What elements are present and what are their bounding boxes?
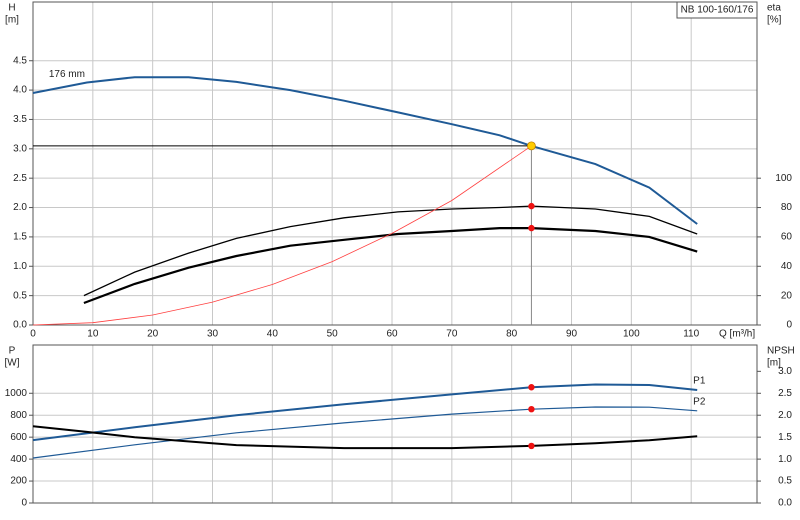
series-line — [83, 227, 698, 305]
operating-point — [528, 202, 535, 210]
chart-title: NB 100-160/176 — [681, 5, 754, 16]
y-tick-label: 1.5 — [13, 232, 27, 243]
y-tick-label: 400 — [10, 454, 27, 465]
y2-tick-label: 0.0 — [778, 498, 792, 509]
series-line — [83, 205, 698, 297]
y2-tick-label: 80 — [781, 202, 793, 213]
y2-tick-label: 40 — [781, 261, 793, 272]
y2-tick-label: 60 — [781, 232, 793, 243]
x-tick-label: 50 — [327, 329, 339, 340]
series-line — [32, 145, 532, 326]
x-tick-label: 110 — [683, 329, 699, 340]
x-tick-label: 100 — [623, 329, 640, 340]
x-tick-label: 20 — [147, 329, 159, 340]
y2-tick-label: 0 — [786, 320, 792, 331]
y2-tick-label: 3.0 — [778, 366, 792, 377]
series-line — [32, 76, 698, 225]
operating-point — [528, 224, 535, 232]
y-axis-label: H — [8, 3, 15, 14]
series-line — [32, 383, 698, 442]
y-tick-label: 3.0 — [13, 143, 27, 154]
x-tick-label: 40 — [267, 329, 279, 340]
y-tick-label: 4.0 — [13, 85, 27, 96]
y2-axis-label: NPSH — [767, 346, 795, 357]
y2-tick-label: 2.5 — [778, 388, 792, 399]
y-axis-label: P — [9, 346, 16, 357]
y-tick-label: 3.5 — [13, 114, 27, 125]
plot-frame — [32, 344, 758, 504]
plot-frame — [32, 1, 758, 326]
y-tick-label: 200 — [10, 476, 27, 487]
y2-tick-label: 2.0 — [778, 410, 792, 421]
y-tick-label: 0.0 — [13, 320, 27, 331]
operating-point — [528, 384, 535, 391]
y-axis-unit: [W] — [5, 358, 20, 369]
y2-axis-unit: [%] — [767, 15, 782, 26]
duty-point — [527, 141, 536, 151]
y2-tick-label: 100 — [775, 173, 792, 184]
y-tick-label: 0 — [21, 498, 27, 509]
x-tick-label: 60 — [386, 329, 398, 340]
series-label: 176 mm — [49, 69, 85, 80]
series-line — [32, 406, 698, 459]
x-axis-label: Q [m³/h] — [719, 329, 755, 340]
x-tick-label: 10 — [87, 329, 99, 340]
y2-tick-label: 0.5 — [778, 476, 792, 487]
y2-tick-label: 1.0 — [778, 454, 792, 465]
operating-point — [528, 405, 535, 413]
y-tick-label: 0.5 — [13, 290, 27, 301]
series-label: P2 — [693, 396, 706, 407]
x-tick-label: 90 — [566, 329, 578, 340]
y2-tick-label: 20 — [781, 290, 793, 301]
y-tick-label: 1000 — [5, 388, 28, 399]
y-axis-unit: [m] — [5, 15, 19, 26]
y-tick-label: 1.0 — [13, 261, 27, 272]
y2-axis-unit: [m] — [767, 358, 781, 369]
title-box — [676, 1, 758, 19]
x-tick-label: 30 — [207, 329, 219, 340]
series-line — [32, 425, 698, 450]
x-tick-label: 0 — [30, 329, 36, 340]
y2-tick-label: 1.5 — [778, 432, 792, 443]
y-tick-label: 4.5 — [13, 55, 27, 66]
y-tick-label: 2.5 — [13, 173, 27, 184]
x-tick-label: 80 — [506, 329, 518, 340]
x-tick-label: 70 — [446, 329, 458, 340]
y-tick-label: 600 — [10, 432, 27, 443]
series-label: P1 — [693, 376, 706, 387]
y-tick-label: 800 — [10, 410, 27, 421]
operating-point — [528, 442, 535, 450]
y2-axis-label: eta — [767, 3, 781, 14]
y-tick-label: 2.0 — [13, 202, 27, 213]
